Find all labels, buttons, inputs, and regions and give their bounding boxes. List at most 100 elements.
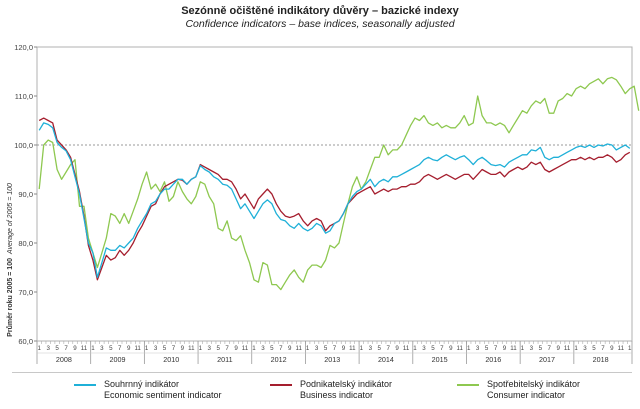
month-label: 7 xyxy=(172,345,176,352)
year-label: 2012 xyxy=(271,355,287,364)
month-label: 5 xyxy=(324,345,328,352)
month-label: 11 xyxy=(349,345,356,352)
month-label: 9 xyxy=(610,345,614,352)
month-label: 11 xyxy=(188,345,195,352)
month-label: 9 xyxy=(234,345,238,352)
month-label: 7 xyxy=(440,345,444,352)
month-label: 11 xyxy=(134,345,141,352)
chart-subtitle: Confidence indicators – base indices, se… xyxy=(185,18,455,30)
legend-swatch-business xyxy=(270,384,292,386)
month-label: 3 xyxy=(100,345,104,352)
month-label: 9 xyxy=(395,345,399,352)
year-label: 2014 xyxy=(378,355,394,364)
legend-label-en: Economic sentiment indicator xyxy=(104,390,222,400)
year-label: 2015 xyxy=(432,355,448,364)
month-label: 1 xyxy=(574,345,578,352)
month-label: 7 xyxy=(386,345,390,352)
month-label: 5 xyxy=(539,345,543,352)
year-label: 2013 xyxy=(324,355,340,364)
legend-swatch-economic-sentiment xyxy=(74,384,96,386)
month-label: 9 xyxy=(288,345,292,352)
month-label: 3 xyxy=(261,345,265,352)
chart-title: Sezónně očištěné indikátory důvěry – baz… xyxy=(181,5,459,17)
business-indicator-line xyxy=(38,117,631,281)
legend-label-cz: Spotřebitelský indikátor xyxy=(487,379,581,389)
month-label: 7 xyxy=(225,345,229,352)
month-label: 1 xyxy=(628,345,632,352)
month-label: 3 xyxy=(315,345,319,352)
month-label: 1 xyxy=(91,345,95,352)
legend-label-cz: Podnikatelský indikátor xyxy=(300,379,393,389)
legend-label-cz: Souhrnný indikátor xyxy=(104,379,180,389)
month-label: 11 xyxy=(510,345,517,352)
month-label: 1 xyxy=(252,345,256,352)
month-label: 1 xyxy=(521,345,525,352)
y-tick-label: 80,0 xyxy=(18,239,33,248)
legend-label-en: Business indicator xyxy=(300,390,374,400)
month-label: 1 xyxy=(467,345,471,352)
month-label: 3 xyxy=(208,345,212,352)
month-label: 5 xyxy=(270,345,274,352)
y-tick-label: 110,0 xyxy=(15,92,33,101)
month-label: 7 xyxy=(279,345,283,352)
month-label: 7 xyxy=(494,345,498,352)
month-label: 1 xyxy=(306,345,310,352)
legend-label-en: Consumer indicator xyxy=(487,390,566,400)
y-axis-title: Průměr roku 2005 = 100 xyxy=(6,258,14,337)
year-label: 2016 xyxy=(485,355,501,364)
year-label: 2011 xyxy=(217,355,232,364)
year-label: 2008 xyxy=(56,355,72,364)
month-label: 3 xyxy=(530,345,534,352)
month-label: 9 xyxy=(556,345,560,352)
month-label: 3 xyxy=(476,345,480,352)
legend: Souhrnný indikátor Economic sentiment in… xyxy=(12,372,632,407)
consumer-indicator-line xyxy=(38,76,640,291)
month-label: 11 xyxy=(457,345,464,352)
month-label: 5 xyxy=(431,345,435,352)
month-label: 5 xyxy=(163,345,167,352)
y-tick-label: 70,0 xyxy=(18,288,33,297)
month-label: 5 xyxy=(592,345,596,352)
month-label: 7 xyxy=(118,345,122,352)
month-label: 1 xyxy=(360,345,364,352)
month-label: 3 xyxy=(154,345,158,352)
month-label: 11 xyxy=(403,345,410,352)
month-label: 7 xyxy=(64,345,68,352)
month-label: 9 xyxy=(342,345,346,352)
month-label: 9 xyxy=(449,345,453,352)
month-label: 11 xyxy=(295,345,302,352)
month-label: 3 xyxy=(46,345,50,352)
legend-swatch-consumer xyxy=(457,384,479,386)
y-tick-label: 100,0 xyxy=(14,141,33,150)
month-label: 11 xyxy=(618,345,625,352)
y-tick-label: 120,0 xyxy=(14,43,33,52)
year-label: 2009 xyxy=(110,355,126,364)
month-label: 7 xyxy=(548,345,552,352)
y-tick-label: 90,0 xyxy=(18,190,33,199)
month-label: 1 xyxy=(413,345,417,352)
month-label: 5 xyxy=(485,345,489,352)
month-label: 3 xyxy=(583,345,587,352)
month-label: 1 xyxy=(145,345,149,352)
line-chart: 60,0 70,0 80,0 90,0 100,0 110,0 120,0 Průměr ro… xyxy=(6,43,640,364)
month-label: 5 xyxy=(216,345,220,352)
month-label: 11 xyxy=(81,345,88,352)
month-label: 5 xyxy=(109,345,113,352)
month-label: 7 xyxy=(333,345,337,352)
month-label: 3 xyxy=(422,345,426,352)
economic-sentiment-line xyxy=(38,122,631,278)
month-label: 7 xyxy=(601,345,605,352)
month-label: 11 xyxy=(242,345,249,352)
month-label: 9 xyxy=(73,345,77,352)
year-label: 2017 xyxy=(539,355,555,364)
month-label: 11 xyxy=(564,345,571,352)
year-label: 2018 xyxy=(593,355,609,364)
month-label: 5 xyxy=(378,345,382,352)
month-label: 1 xyxy=(38,345,42,352)
month-label: 9 xyxy=(127,345,131,352)
month-label: 5 xyxy=(55,345,59,352)
month-label: 9 xyxy=(181,345,185,352)
plot-area xyxy=(36,46,633,342)
y-axis-title-en: Average of 2005 = 100 xyxy=(7,183,14,255)
month-label: 9 xyxy=(503,345,507,352)
